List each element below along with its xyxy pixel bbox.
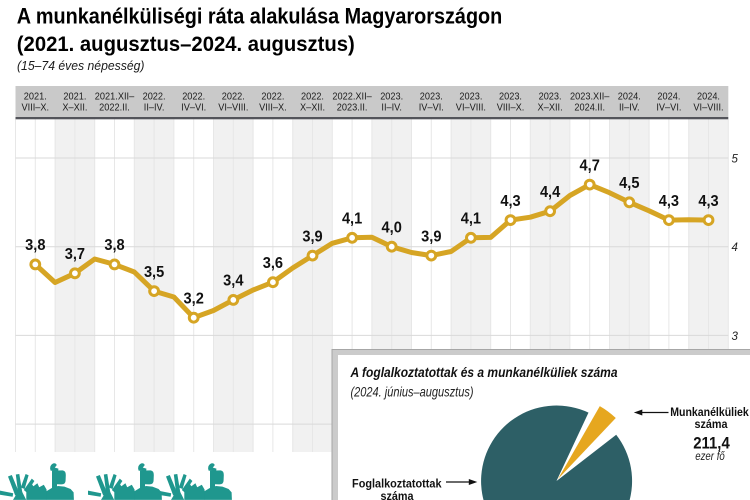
svg-text:4,1: 4,1 xyxy=(461,211,482,228)
svg-text:(2024. június–augusztus): (2024. június–augusztus) xyxy=(351,385,474,400)
svg-text:X–XII.: X–XII. xyxy=(538,103,563,114)
svg-text:2023.: 2023. xyxy=(539,92,562,103)
svg-text:3: 3 xyxy=(732,331,739,343)
svg-text:2021.: 2021. xyxy=(24,92,47,103)
svg-text:2023.II.: 2023.II. xyxy=(337,103,368,114)
svg-text:A munkanélküliségi ráta alakul: A munkanélküliségi ráta alakulása Magyar… xyxy=(17,3,503,28)
svg-text:4,0: 4,0 xyxy=(382,220,402,237)
svg-text:4,3: 4,3 xyxy=(659,193,679,210)
svg-text:2021.XII–: 2021.XII– xyxy=(95,92,135,103)
svg-text:VIII–X.: VIII–X. xyxy=(22,103,50,114)
svg-text:4,7: 4,7 xyxy=(580,157,600,174)
svg-text:3,5: 3,5 xyxy=(144,264,165,281)
svg-text:IV–VI.: IV–VI. xyxy=(656,103,681,114)
svg-text:IV–VI.: IV–VI. xyxy=(181,103,206,114)
svg-text:3,9: 3,9 xyxy=(421,228,441,245)
svg-text:4: 4 xyxy=(732,242,738,254)
svg-text:II–IV.: II–IV. xyxy=(144,103,165,114)
svg-text:2024.: 2024. xyxy=(618,92,641,103)
svg-text:2023.: 2023. xyxy=(380,92,403,103)
svg-text:5: 5 xyxy=(732,154,739,166)
svg-text:II–IV.: II–IV. xyxy=(619,103,640,114)
svg-text:3,8: 3,8 xyxy=(25,237,46,254)
svg-text:Munkanélküliek: Munkanélküliek xyxy=(670,405,749,419)
svg-text:2022.: 2022. xyxy=(143,92,166,103)
svg-text:VIII–X.: VIII–X. xyxy=(259,103,287,114)
svg-text:4,3: 4,3 xyxy=(500,193,520,210)
svg-text:A foglalkoztatottak és a munka: A foglalkoztatottak és a munkanélküliek … xyxy=(350,365,618,381)
svg-text:2022.II.: 2022.II. xyxy=(99,103,130,114)
svg-text:2022.: 2022. xyxy=(261,92,284,103)
svg-text:3,6: 3,6 xyxy=(263,255,283,272)
svg-text:VI–VIII.: VI–VIII. xyxy=(218,103,248,114)
svg-text:VI–VIII.: VI–VIII. xyxy=(456,103,486,114)
svg-text:2023.XII–: 2023.XII– xyxy=(570,92,610,103)
svg-text:száma: száma xyxy=(381,489,414,500)
svg-text:Foglalkoztatottak: Foglalkoztatottak xyxy=(352,477,442,491)
svg-text:IV–VI.: IV–VI. xyxy=(419,103,444,114)
svg-text:2024.: 2024. xyxy=(697,92,720,103)
svg-text:3,7: 3,7 xyxy=(65,246,85,263)
svg-text:211,4: 211,4 xyxy=(693,434,730,452)
svg-text:2023.: 2023. xyxy=(420,92,443,103)
svg-text:VIII–X.: VIII–X. xyxy=(497,103,525,114)
svg-text:(2021. augusztus–2024. auguszt: (2021. augusztus–2024. augusztus) xyxy=(17,32,355,56)
svg-text:(15–74 éves népesség): (15–74 éves népesség) xyxy=(17,59,145,73)
svg-text:2023.: 2023. xyxy=(459,92,482,103)
svg-text:4,4: 4,4 xyxy=(540,184,561,201)
svg-text:2023.: 2023. xyxy=(499,92,522,103)
svg-text:3,9: 3,9 xyxy=(302,228,322,245)
svg-text:VI–VIII.: VI–VIII. xyxy=(693,103,723,114)
svg-text:száma: száma xyxy=(695,417,728,431)
svg-text:3,8: 3,8 xyxy=(104,237,125,254)
svg-text:II–IV.: II–IV. xyxy=(381,103,402,114)
svg-text:X–XII.: X–XII. xyxy=(300,103,325,114)
svg-text:2022.: 2022. xyxy=(222,92,245,103)
svg-text:2022.: 2022. xyxy=(301,92,324,103)
svg-text:2024.: 2024. xyxy=(657,92,680,103)
svg-text:2022.: 2022. xyxy=(182,92,205,103)
svg-text:ezer fő: ezer fő xyxy=(695,451,725,463)
svg-text:2024.II.: 2024.II. xyxy=(574,103,605,114)
svg-text:2021.: 2021. xyxy=(63,92,86,103)
svg-text:3,4: 3,4 xyxy=(223,273,244,290)
svg-text:4,1: 4,1 xyxy=(342,211,363,228)
svg-text:4,5: 4,5 xyxy=(619,175,640,192)
svg-text:2022.XII–: 2022.XII– xyxy=(332,92,372,103)
svg-text:4,3: 4,3 xyxy=(698,193,718,210)
svg-text:3,2: 3,2 xyxy=(184,291,204,308)
svg-text:X–XII.: X–XII. xyxy=(62,103,87,114)
